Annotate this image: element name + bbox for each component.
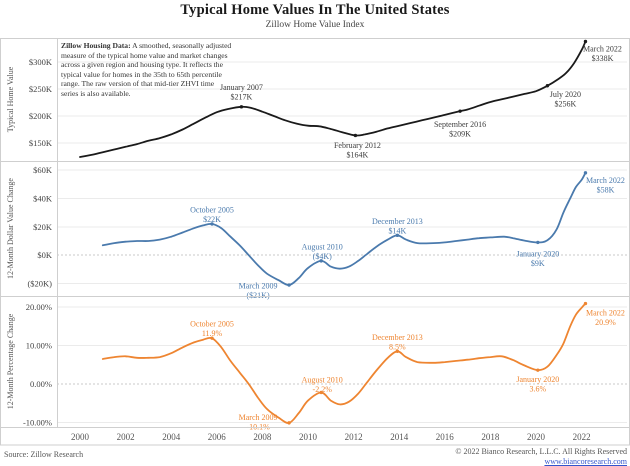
- dollar-value-change-annotation-date: January 2020: [516, 249, 559, 258]
- page-title: Typical Home Values In The United States: [180, 2, 450, 18]
- percentage-change-annotation-marker: [583, 301, 588, 306]
- typical-home-value-annotation-marker: [545, 84, 550, 88]
- typical-home-value-annotation-value: $164K: [347, 150, 369, 159]
- percentage-change-annotation-date: March 2022: [586, 309, 625, 318]
- typical-home-value-annotation-value: $217K: [231, 92, 253, 101]
- copyright-label: © 2022 Bianco Research, L.L.C. All Right…: [455, 447, 627, 456]
- xtick-label: 2012: [345, 432, 363, 442]
- percentage-change-annotation-marker: [319, 390, 323, 395]
- dollar-value-change-annotation-value: ($4K): [313, 252, 332, 261]
- dollar-value-change-ytick-label: $40K: [33, 193, 53, 203]
- chart-note-body: A smoothed, seasonally adjusted measure …: [61, 41, 232, 98]
- typical-home-value-annotation-date: July 2020: [550, 90, 581, 99]
- percentage-change-annotation-date: January 2020: [516, 375, 559, 384]
- source-label: Source: Zillow Research: [4, 450, 84, 459]
- dollar-value-change-ytick-label: $0K: [37, 250, 53, 260]
- xtick-label: 2018: [481, 432, 500, 442]
- chart-figure: $300K $250K $200K $150K Typical Home Value Ja…: [0, 38, 630, 446]
- typical-home-value-annotation-value: $209K: [449, 130, 471, 139]
- typical-home-value-annotation-date: September 2016: [434, 120, 486, 129]
- percentage-change-axis-title: 12-Month Percentage Change: [6, 313, 15, 409]
- percentage-change-ytick-label: 10.00%: [26, 341, 52, 351]
- website-link[interactable]: www.biancoresearch.com: [544, 456, 627, 466]
- typical-home-value-annotation-marker: [583, 39, 588, 44]
- percentage-change-annotation-value: 20.9%: [595, 318, 616, 327]
- dollar-value-change-annotation-value: $22K: [203, 215, 221, 224]
- xtick-label: 2006: [208, 432, 227, 442]
- dollar-value-change-annotation-date: October 2005: [190, 205, 234, 214]
- typical-home-value-annotation-date: March 2022: [583, 44, 622, 53]
- typical-home-value-line: [79, 40, 587, 158]
- typical-home-value-ytick-label: $250K: [29, 84, 53, 94]
- xtick-label: 2020: [527, 432, 546, 442]
- typical-home-value-ytick-label: $150K: [29, 138, 53, 148]
- dollar-value-change-annotation-marker: [583, 171, 588, 175]
- dollar-value-change-ytick-label: $20K: [33, 222, 53, 232]
- percentage-change-annotation-value: 8.5%: [389, 342, 406, 351]
- percentage-change-ytick-label: 20.00%: [26, 302, 52, 312]
- typical-home-value-annotation-date: February 2012: [334, 141, 381, 150]
- typical-home-value-annotation-value: $338K: [592, 54, 614, 63]
- typical-home-value-axis-title: Typical Home Value: [6, 66, 15, 132]
- xtick-label: 2016: [436, 432, 455, 442]
- typical-home-value-annotation-marker: [239, 105, 244, 109]
- dollar-value-change-annotation-date: August 2010: [302, 242, 343, 251]
- percentage-change-annotation-marker: [210, 336, 214, 340]
- xtick-label: 2008: [253, 432, 272, 442]
- chart-note-lead: Zillow Housing Data:: [61, 41, 131, 50]
- percentage-change-annotation-date: October 2005: [190, 320, 234, 329]
- typical-home-value-annotation-date: January 2007: [220, 83, 263, 92]
- chart-header: Typical Home Values In The United States…: [0, 0, 630, 30]
- footer-right: © 2022 Bianco Research, L.L.C. All Right…: [455, 447, 627, 466]
- xtick-label: 2010: [299, 432, 318, 442]
- percentage-change-line: [101, 302, 587, 424]
- typical-home-value-annotation-marker: [458, 109, 462, 113]
- dollar-value-change-ytick-label: $60K: [33, 165, 53, 175]
- dollar-value-change-annotation-marker: [536, 240, 540, 245]
- dollar-value-change-annotation-marker: [210, 222, 214, 226]
- dollar-value-change-annotation-value: $14K: [388, 226, 406, 235]
- percentage-change-annotation-marker: [395, 349, 400, 353]
- typical-home-value-annotation-value: $256K: [555, 99, 577, 108]
- dollar-value-change-annotation-value: $58K: [597, 185, 615, 194]
- typical-home-value-annotation-marker: [353, 133, 358, 138]
- xtick-label: 2004: [162, 432, 181, 442]
- dollar-value-change-ytick-label: ($20K): [27, 279, 52, 289]
- percentage-change-annotation-value: -10.1%: [246, 422, 270, 431]
- xtick-label: 2014: [390, 432, 409, 442]
- dollar-value-change-annotation-date: March 2022: [586, 176, 625, 185]
- typical-home-value-ytick-label: $200K: [29, 111, 53, 121]
- chart-note: Zillow Housing Data: A smoothed, seasona…: [61, 41, 232, 98]
- chart-canvas: $300K $250K $200K $150K Typical Home Value Ja…: [0, 38, 630, 446]
- percentage-change-annotation-date: August 2010: [302, 375, 343, 384]
- percentage-change-annotation-date: December 2013: [372, 333, 423, 342]
- dollar-value-change-annotation-value: ($21K): [247, 291, 270, 300]
- percentage-change-ytick-label: 0.00%: [30, 379, 52, 389]
- percentage-change-annotation-value: 3.6%: [529, 385, 546, 394]
- dollar-value-change-annotation-marker: [395, 233, 400, 238]
- percentage-change-ytick-label: -10.00%: [23, 418, 52, 428]
- dollar-value-change-annotation-date: March 2009: [239, 282, 278, 291]
- xtick-label: 2022: [573, 432, 591, 442]
- xtick-label: 2002: [117, 432, 135, 442]
- dollar-value-change-annotation-marker: [287, 283, 291, 287]
- percentage-change-annotation-marker: [287, 421, 291, 425]
- dollar-value-change-axis-title: 12-Month Dollar Value Change: [6, 178, 15, 279]
- chart-footer: Source: Zillow Research © 2022 Bianco Re…: [0, 447, 630, 466]
- dollar-value-change-line: [101, 171, 587, 286]
- dollar-value-change-annotation-value: $9K: [531, 259, 545, 268]
- percentage-change-annotation-value: 11.9%: [202, 329, 223, 338]
- xtick-label: 2000: [71, 432, 90, 442]
- page-subtitle: Zillow Home Value Index: [265, 20, 365, 30]
- percentage-change-annotation-date: March 2009: [239, 413, 278, 422]
- percentage-change-annotation-marker: [536, 368, 540, 372]
- percentage-change-annotation-value: -2.2%: [313, 385, 333, 394]
- typical-home-value-ytick-label: $300K: [29, 57, 53, 67]
- dollar-value-change-annotation-date: December 2013: [372, 217, 423, 226]
- dollar-value-change-annotation-marker: [319, 259, 323, 263]
